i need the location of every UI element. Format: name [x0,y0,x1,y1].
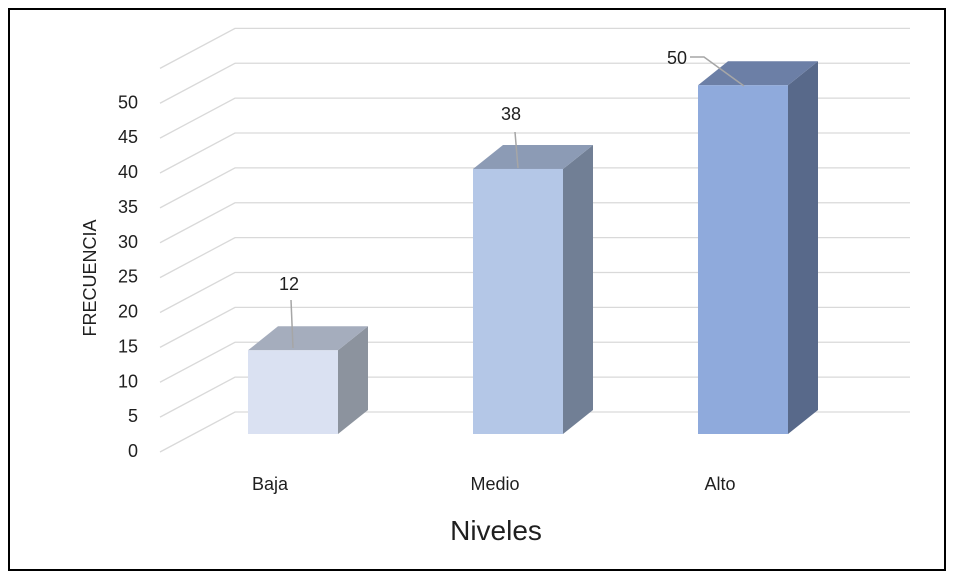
y-tick-label: 40 [118,162,138,182]
gridline [159,341,910,383]
y-tick-label: 45 [118,127,138,147]
y-tick-label: 5 [128,406,138,426]
x-axis-title: Niveles [450,515,542,546]
gridline [159,132,910,174]
gridline [159,27,910,69]
leader-line [514,131,519,169]
gridline [159,202,910,244]
y-tick-label: 15 [118,336,138,356]
leader-line [290,299,294,349]
y-axis-title: FRECUENCIA [80,219,100,336]
y-axis-ticks: 0 5 10 15 20 25 30 35 40 45 50 [118,92,138,461]
bar-side [338,326,368,434]
gridline [159,167,910,209]
gridline [159,97,910,139]
gridline [159,306,910,348]
x-axis-categories: Baja Medio Alto [252,474,736,494]
y-tick-label: 25 [118,267,138,287]
leader-line [690,56,745,87]
bar-top [248,326,368,351]
bar-top [698,61,818,86]
y-tick-label: 50 [118,92,138,112]
gridline [159,236,910,279]
data-label: 12 [279,274,299,294]
y-tick-label: 20 [118,302,138,322]
bar-medio [473,168,563,434]
data-labels: 12 38 50 [279,48,745,349]
x-tick-label: Medio [470,474,519,494]
bar-top [473,144,593,169]
y-tick-label: 0 [128,441,138,461]
bar-side [563,144,593,434]
y-tick-label: 10 [118,371,138,391]
gridline [159,62,910,104]
bar-alto [698,85,788,434]
data-label: 38 [501,104,521,124]
y-tick-label: 35 [118,197,138,217]
bar-baja [248,350,338,434]
bars [248,61,818,434]
gridline [159,411,910,453]
x-tick-label: Baja [252,474,289,494]
data-label: 50 [667,48,687,68]
gridline [159,271,910,314]
y-tick-label: 30 [118,232,138,252]
bar-side [788,61,818,434]
x-tick-label: Alto [704,474,735,494]
gridline [159,376,910,418]
gridlines [159,27,910,453]
